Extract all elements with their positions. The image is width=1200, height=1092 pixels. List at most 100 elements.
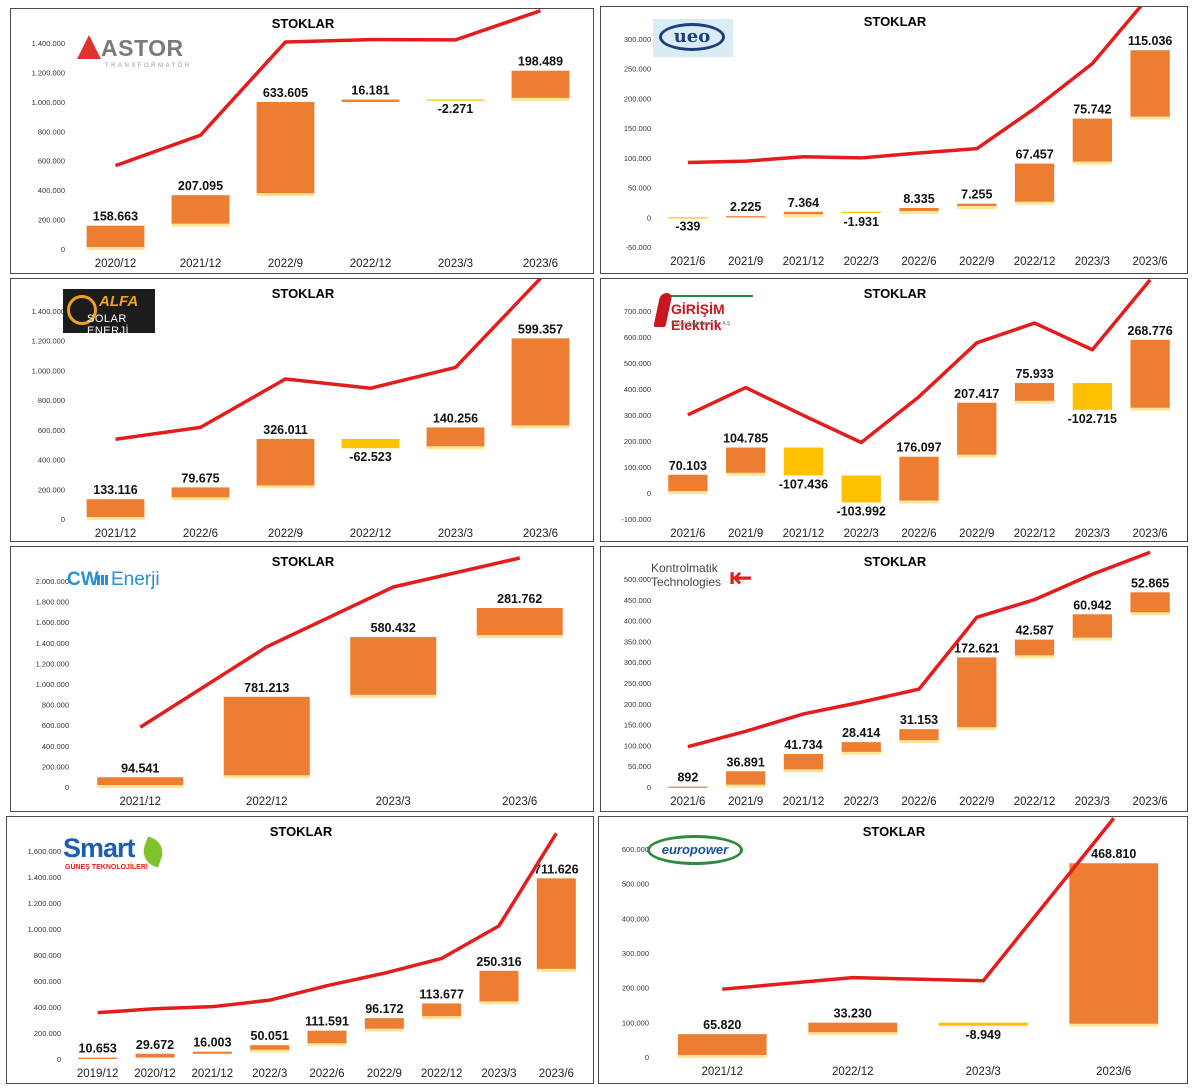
- waterfall-bar: [668, 217, 708, 219]
- waterfall-bar: [1130, 592, 1170, 615]
- x-tick-label: 2023/6: [1133, 256, 1168, 268]
- chart-panel-ueo: STOKLAR -50.000 0 50.000 100.000 150.000 200.0…: [600, 6, 1188, 274]
- waterfall-bar: [957, 402, 997, 457]
- y-tick-label: 200.000: [622, 984, 649, 993]
- y-tick-label: 2.000.000: [36, 577, 69, 586]
- x-tick-label: 2021/9: [728, 256, 763, 268]
- waterfall-bar: [783, 753, 824, 772]
- data-label: -107.436: [779, 477, 828, 491]
- waterfall-bar: [726, 771, 766, 787]
- data-label: -102.715: [1068, 412, 1117, 426]
- k-arrow-icon: ⇤: [729, 562, 753, 593]
- y-tick-label: 600.000: [624, 333, 651, 342]
- chart-title: STOKLAR: [272, 286, 335, 301]
- waterfall-bar: [726, 216, 766, 218]
- bar-base-highlight: [476, 635, 563, 639]
- data-label: 892: [677, 771, 698, 785]
- y-tick-label: 100.000: [624, 463, 651, 472]
- y-tick-label: 600.000: [34, 977, 61, 986]
- y-tick-label: 200.000: [42, 762, 69, 771]
- y-tick-label: 700.000: [624, 307, 651, 316]
- waterfall-bar: [899, 729, 939, 743]
- bar-base-highlight: [841, 751, 881, 755]
- waterfall-bar: [350, 637, 437, 697]
- flame-icon: [653, 293, 673, 327]
- europower-logo: europower: [647, 829, 747, 873]
- x-tick-label: 2021/6: [670, 796, 705, 808]
- data-label: 94.541: [121, 761, 159, 775]
- cumulative-trend-line: [139, 556, 521, 729]
- kontrolmatik-logo-line2: Technologies: [651, 575, 722, 589]
- waterfall-bar: [86, 225, 145, 249]
- girisim-logo-subtext: Sanayi Taahhüt ve Tic. A.Ş.: [671, 321, 732, 327]
- waterfall-bar: [899, 207, 939, 213]
- cw-logo-text: CW: [67, 569, 99, 590]
- waterfall-bar: [841, 475, 881, 503]
- data-label: 781.213: [244, 681, 289, 695]
- waterfall-bar: [938, 1022, 1028, 1026]
- x-tick-label: 2020/12: [134, 1068, 176, 1080]
- data-label: -62.523: [349, 450, 391, 464]
- data-label: 50.051: [251, 1029, 289, 1043]
- bar-base-highlight: [1072, 637, 1112, 641]
- bar-base-highlight: [86, 247, 145, 250]
- bar-base-highlight: [426, 446, 485, 450]
- x-tick-label: 2023/6: [523, 258, 558, 270]
- waterfall-bar: [135, 1053, 175, 1058]
- y-tick-label: 400.000: [624, 385, 651, 394]
- chart-svg-astor: STOKLAR 0 200.000 400.000 600.000 800.000 1.00…: [32, 9, 570, 270]
- x-tick-label: 2022/12: [246, 796, 288, 808]
- bar-base-highlight: [1130, 116, 1170, 120]
- x-tick-label: 2022/6: [901, 528, 936, 540]
- x-tick-label: 2022/6: [901, 256, 936, 268]
- bar-base-highlight: [783, 214, 824, 218]
- chart-title: STOKLAR: [864, 14, 927, 29]
- waterfall-bar: [957, 203, 997, 208]
- y-tick-label: -100.000: [621, 515, 651, 524]
- x-tick-label: 2023/6: [1133, 528, 1168, 540]
- x-tick-label: 2021/12: [701, 1066, 743, 1078]
- x-tick-label: 2022/6: [183, 528, 218, 540]
- x-tick-label: 2022/3: [252, 1068, 287, 1080]
- data-label: 207.095: [178, 179, 223, 193]
- chart-svg-smart: STOKLAR 0 200.000 400.000 600.000 800.000 1.00…: [28, 824, 579, 1080]
- cumulative-trend-line: [687, 550, 1151, 749]
- data-label: 7.255: [961, 188, 992, 202]
- y-tick-label: 300.000: [624, 658, 651, 667]
- bar-base-highlight: [668, 491, 708, 494]
- y-tick-label: 0: [645, 1053, 649, 1062]
- y-tick-label: 1.000.000: [36, 680, 69, 689]
- data-label: 41.734: [784, 738, 822, 752]
- y-tick-label: 1.400.000: [32, 307, 65, 316]
- chart-panel-kontrolmatik: STOKLAR 0 50.000 100.000 150.000 200.000 250.0…: [600, 546, 1188, 812]
- waterfall-bar: [307, 1030, 347, 1046]
- data-label: 326.011: [263, 423, 308, 437]
- y-tick-label: 0: [647, 783, 651, 792]
- y-tick-label: 1.200.000: [28, 899, 61, 908]
- y-tick-label: 300.000: [624, 411, 651, 420]
- bar-base-highlight: [307, 1043, 347, 1047]
- chart-svg-ueo: STOKLAR -50.000 0 50.000 100.000 150.000 200.0…: [624, 7, 1172, 268]
- data-label: -2.271: [438, 102, 473, 116]
- x-tick-label: 2023/6: [1133, 796, 1168, 808]
- waterfall-bar: [256, 101, 315, 196]
- chart-title: STOKLAR: [864, 554, 927, 569]
- chart-title: STOKLAR: [270, 824, 333, 839]
- y-tick-label: 1.400.000: [32, 39, 65, 48]
- ueo-logo-text: ueo: [659, 23, 725, 51]
- x-tick-label: 2022/9: [268, 258, 303, 270]
- x-tick-label: 2021/12: [783, 796, 825, 808]
- chart-title: STOKLAR: [272, 554, 335, 569]
- x-tick-label: 2022/12: [1014, 796, 1056, 808]
- y-tick-label: 150.000: [624, 721, 651, 730]
- cumulative-trend-line: [114, 9, 542, 168]
- chart-svg-europower: STOKLAR 0 100.000 200.000 300.000 400.000 500.…: [622, 817, 1159, 1078]
- smart-logo: Smart GÜNEŞ TEKNOLOJİLERİ: [63, 833, 183, 883]
- bar-base-highlight: [1072, 161, 1112, 165]
- y-tick-label: 200.000: [624, 437, 651, 446]
- bar-base-highlight: [479, 1001, 519, 1005]
- data-label: 468.810: [1091, 847, 1136, 861]
- waterfall-bar: [899, 456, 939, 503]
- waterfall-bar: [536, 878, 576, 971]
- x-tick-label: 2021/9: [728, 796, 763, 808]
